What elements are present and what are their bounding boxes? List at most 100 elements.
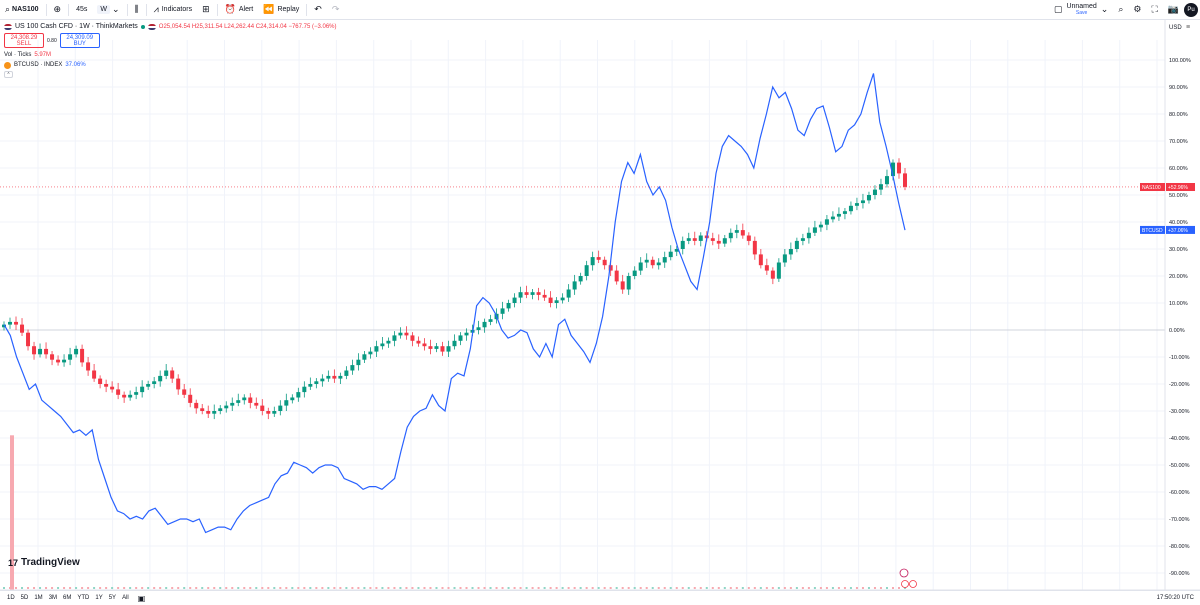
collapse-legend-button[interactable]: ⌃ [4, 71, 13, 78]
redo-button[interactable]: ↷ [327, 0, 345, 20]
candle-body [680, 240, 685, 249]
fullscreen-button[interactable]: ⛶ [1146, 0, 1162, 20]
sell-button[interactable]: 24,308.29 SELL [4, 33, 44, 48]
templates-button[interactable]: ⊞ [197, 0, 215, 20]
indicators-button[interactable]: ⩘ Indicators [149, 0, 197, 20]
range-button-5d[interactable]: 5D [20, 595, 29, 601]
volume-bar [453, 587, 456, 589]
candle-body [8, 321, 13, 325]
volume-bar [813, 587, 816, 589]
candles-icon: ⫼ [134, 4, 139, 14]
us-flag-icon [147, 24, 156, 30]
volume-value: 5.97M [34, 52, 52, 58]
scale-tick-label: -60.00% [1169, 490, 1190, 496]
compare-button[interactable]: ⊕ [49, 0, 67, 20]
volume-legend[interactable]: Vol · Ticks 5.97M [4, 51, 337, 59]
range-button-1m[interactable]: 1M [34, 595, 43, 601]
calendar-range-icon[interactable]: ▣ [137, 593, 146, 603]
range-button-5y[interactable]: 5Y [108, 595, 117, 601]
volume-bar [549, 587, 552, 589]
chart-type-button[interactable]: ⫼ [130, 0, 144, 20]
search-button[interactable]: ⌕ [1113, 0, 1128, 20]
volume-bar [93, 587, 96, 589]
range-button-6m[interactable]: 6M [63, 595, 72, 601]
range-button-ytd[interactable]: YTD [77, 595, 90, 601]
candle-body [344, 370, 349, 376]
candle-body [776, 262, 781, 279]
tradingview-logo[interactable]: 17 TradingView [8, 557, 80, 568]
candle-body [446, 346, 451, 352]
nas100-price-tag[interactable]: NAS100 +52.96% [1140, 183, 1195, 192]
candle-body [464, 332, 469, 336]
volume-bar [21, 587, 24, 589]
earnings-marker-icon[interactable] [899, 568, 909, 578]
candle-body [746, 235, 751, 241]
range-button-1d[interactable]: 1D [7, 595, 15, 601]
candle-body [620, 281, 625, 290]
volume-bar [75, 587, 78, 589]
volume-bar [435, 587, 438, 589]
candle-body [608, 265, 613, 271]
volume-bar [57, 587, 60, 589]
volume-bar [327, 587, 330, 589]
candle-body [374, 346, 379, 352]
symbol-search[interactable]: ⌕ NAS100 [0, 0, 44, 20]
undo-button[interactable]: ↶ [309, 0, 327, 20]
interval-button[interactable]: 45s [71, 0, 92, 20]
candle-body [302, 386, 307, 393]
candle-body [848, 205, 853, 212]
volume-bar [321, 587, 324, 589]
scale-tick-label: -40.00% [1169, 436, 1190, 442]
candle-body [368, 351, 373, 355]
btcusd-price-tag[interactable]: BTCUSD +37.06% [1140, 225, 1195, 234]
volume-bar [591, 587, 594, 589]
volume-bar [585, 587, 588, 589]
scale-tick-label: 0.00% [1169, 328, 1185, 334]
scale-tick-label: 100.00% [1169, 58, 1191, 64]
plus-circle-icon: ⊕ [53, 4, 62, 14]
volume-bar [141, 587, 144, 589]
scale-menu-button[interactable]: ≡ [1186, 24, 1190, 31]
interval-w-button[interactable]: W ⌄ [92, 0, 124, 20]
volume-bar [153, 587, 156, 589]
event-marker-icon[interactable] [909, 580, 917, 588]
nas100-candles [2, 158, 907, 420]
volume-bar [789, 587, 792, 589]
alert-button[interactable]: ⏰ Alert [220, 0, 259, 20]
scale-currency[interactable]: USD [1169, 25, 1182, 31]
scale-tick-label: -30.00% [1169, 409, 1190, 415]
candle-body [416, 340, 421, 344]
chart-canvas[interactable]: 100.00% 90.00% 80.00% 70.00% 60.00% 50.00% 40.… [0, 20, 1200, 590]
volume-bar [904, 587, 906, 589]
settings-button[interactable]: ⚙ [1128, 0, 1146, 20]
volume-bar [123, 587, 126, 589]
volume-bar [771, 587, 774, 589]
event-markers[interactable] [899, 568, 917, 588]
range-button-3m[interactable]: 3M [48, 595, 58, 601]
candle-body [884, 176, 889, 185]
price-scale[interactable]: 100.00% 90.00% 80.00% 70.00% 60.00% 50.00% 40.… [1140, 20, 1195, 590]
range-button-1y[interactable]: 1Y [95, 595, 103, 601]
candle-body [560, 297, 565, 301]
range-button-all[interactable]: All [122, 595, 129, 601]
candle-body [512, 297, 517, 303]
candle-body [758, 254, 763, 266]
main-series-legend[interactable]: US 100 Cash CFD · 1W · ThinkMarkets O25,… [4, 23, 337, 31]
publish-button[interactable]: Pu [1184, 2, 1198, 17]
candle-body [278, 405, 283, 411]
snapshot-button[interactable]: 📷 [1163, 0, 1184, 20]
event-marker-icon[interactable] [901, 580, 909, 588]
candle-body [500, 308, 505, 314]
volume-bar [309, 587, 312, 589]
replay-button[interactable]: ⏪ Replay [258, 0, 304, 20]
volume-bar [885, 587, 888, 589]
clock-time[interactable]: 17:50:20 UTC [1156, 595, 1194, 601]
volume-bar [33, 587, 36, 589]
candle-body [896, 162, 901, 174]
layout-button[interactable]: ▢ Unnamed Save ⌄ [1049, 0, 1113, 20]
btc-legend[interactable]: BTCUSD · INDEX 37.06% [4, 61, 337, 69]
buy-button[interactable]: 24,309.09 BUY [59, 33, 100, 48]
candle-body [818, 224, 823, 228]
volume-bar [411, 587, 414, 589]
bottom-bar: 1D 5D 1M 3M 6M YTD 1Y 5Y All ▣ 17:50:20 UTC [0, 590, 1200, 605]
